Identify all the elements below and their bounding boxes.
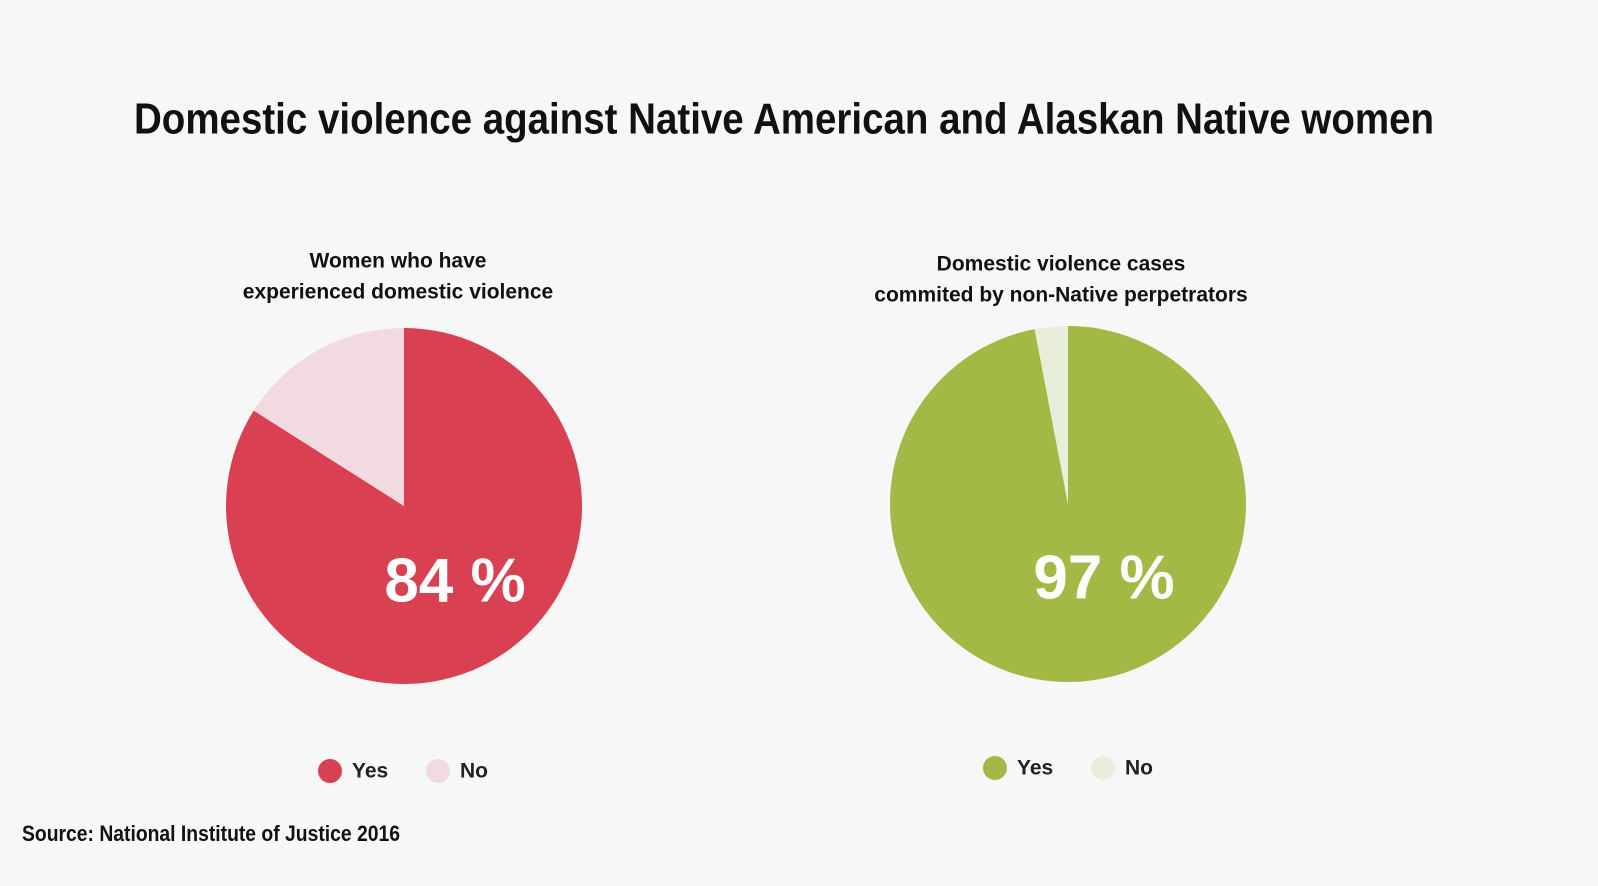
- pie-title: experienced domestic violence: [243, 281, 553, 304]
- legend-label: Yes: [1017, 757, 1053, 780]
- pie-slice: [1034, 326, 1068, 504]
- legend-label: Yes: [352, 760, 388, 783]
- legend-swatch: [318, 759, 342, 783]
- pie-title: Domestic violence cases: [937, 253, 1186, 276]
- value-label: 84 %: [384, 546, 525, 615]
- legend-swatch: [426, 759, 450, 783]
- legend-label: No: [460, 760, 488, 783]
- pie-slice: [253, 328, 404, 506]
- legend-swatch: [1091, 756, 1115, 780]
- legend-label: No: [1125, 757, 1153, 780]
- pie-title: Women who have: [310, 250, 487, 273]
- legend-swatch: [983, 756, 1007, 780]
- pie-title: commited by non-Native perpetrators: [874, 284, 1247, 307]
- main-title: Domestic violence against Native America…: [134, 95, 1434, 144]
- value-label: 97 %: [1033, 543, 1174, 612]
- source: Source: National Institute of Justice 20…: [22, 821, 400, 846]
- pie-slice: [889, 326, 1246, 682]
